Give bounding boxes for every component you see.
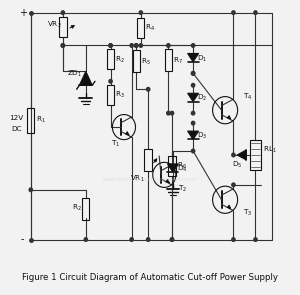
Circle shape — [109, 44, 112, 47]
Text: T$_1$: T$_1$ — [112, 139, 121, 149]
Circle shape — [170, 238, 174, 241]
Text: D$_4$: D$_4$ — [177, 164, 187, 174]
Text: +: + — [19, 8, 26, 18]
Bar — [107, 85, 114, 105]
Bar — [168, 156, 176, 176]
Bar — [137, 18, 145, 37]
Text: T$_4$: T$_4$ — [243, 92, 252, 102]
Bar — [82, 198, 89, 220]
Text: D$_3$: D$_3$ — [197, 131, 207, 141]
Circle shape — [139, 11, 142, 14]
Polygon shape — [188, 53, 199, 62]
Circle shape — [139, 44, 142, 47]
Circle shape — [29, 188, 32, 191]
Text: T$_2$: T$_2$ — [178, 184, 187, 194]
Circle shape — [170, 238, 174, 241]
Circle shape — [191, 83, 195, 87]
Bar — [27, 108, 34, 133]
Text: VR$_1$: VR$_1$ — [130, 174, 145, 184]
Circle shape — [167, 112, 170, 115]
Circle shape — [61, 11, 64, 14]
Text: R$_2$: R$_2$ — [72, 203, 82, 213]
Text: R$_4$: R$_4$ — [146, 22, 155, 33]
Text: DC: DC — [11, 126, 21, 132]
Circle shape — [130, 238, 133, 241]
Circle shape — [191, 121, 195, 125]
Polygon shape — [237, 150, 246, 160]
Text: VR$_2$: VR$_2$ — [47, 19, 62, 30]
Text: R$_1$: R$_1$ — [36, 115, 46, 125]
Text: R$_7$: R$_7$ — [173, 55, 183, 65]
Circle shape — [135, 44, 138, 47]
Circle shape — [109, 80, 112, 83]
Circle shape — [191, 44, 195, 47]
Circle shape — [61, 44, 64, 47]
Text: RL$_1$: RL$_1$ — [263, 145, 277, 155]
Circle shape — [130, 44, 133, 47]
Text: D$_5$: D$_5$ — [232, 160, 242, 170]
Circle shape — [232, 11, 235, 14]
Circle shape — [191, 72, 195, 75]
Text: R$_6$: R$_6$ — [177, 161, 187, 171]
Text: R$_5$: R$_5$ — [141, 56, 151, 66]
Circle shape — [232, 238, 235, 241]
Bar — [165, 50, 172, 71]
Bar — [133, 50, 140, 72]
Circle shape — [61, 44, 64, 47]
Text: D$_2$: D$_2$ — [197, 93, 207, 103]
Circle shape — [191, 112, 195, 115]
Circle shape — [191, 149, 195, 153]
Circle shape — [170, 112, 174, 115]
Circle shape — [232, 183, 235, 187]
Circle shape — [84, 238, 88, 241]
Circle shape — [254, 238, 257, 241]
Text: D$_1$: D$_1$ — [197, 53, 207, 63]
Circle shape — [191, 72, 195, 75]
Polygon shape — [167, 164, 178, 172]
Polygon shape — [188, 131, 199, 140]
Text: Figure 1 Circuit Diagram of Automatic Cut-off Power Supply: Figure 1 Circuit Diagram of Automatic Cu… — [22, 273, 278, 282]
Text: 12V: 12V — [9, 115, 23, 121]
Circle shape — [135, 44, 138, 47]
Text: T$_3$: T$_3$ — [243, 208, 252, 218]
Polygon shape — [80, 71, 92, 85]
Circle shape — [167, 44, 170, 47]
Text: www.bestengineeringprojects.com: www.bestengineeringprojects.com — [102, 177, 198, 182]
Bar — [107, 50, 114, 69]
Bar — [59, 17, 67, 37]
Circle shape — [109, 44, 112, 47]
Text: ZD$_1$: ZD$_1$ — [67, 69, 82, 79]
Circle shape — [146, 88, 150, 91]
Circle shape — [254, 11, 257, 14]
Bar — [145, 149, 152, 171]
Text: -: - — [21, 235, 24, 245]
Circle shape — [232, 153, 235, 157]
Bar — [250, 140, 261, 170]
Text: R$_3$: R$_3$ — [115, 90, 125, 100]
Polygon shape — [188, 93, 199, 101]
Text: R$_2$: R$_2$ — [115, 54, 125, 65]
Circle shape — [146, 238, 150, 241]
